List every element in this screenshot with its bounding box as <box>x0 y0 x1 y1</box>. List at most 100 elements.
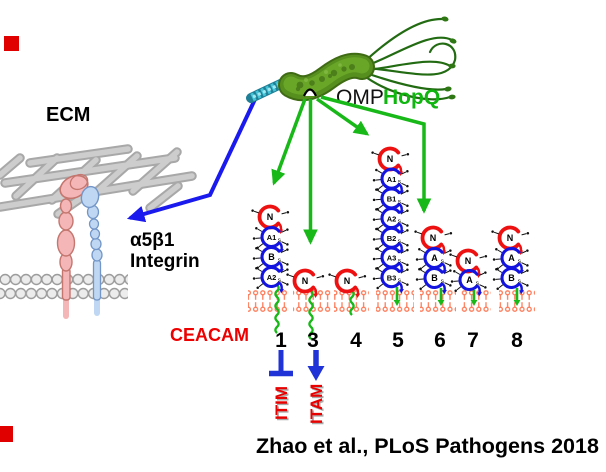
glycan-tick <box>257 268 263 272</box>
glycan-dot <box>286 268 289 271</box>
hopq-binding-arrows <box>271 95 432 245</box>
glycan-tick <box>378 224 384 229</box>
ceacam5-domain-B1-label: B1 <box>387 195 397 204</box>
glycan-dot <box>371 151 374 154</box>
glycan-dot <box>406 204 409 208</box>
ceacam3-domain-N-loop <box>292 268 316 294</box>
ceacam5-domain-A2-label: A2 <box>387 214 397 223</box>
ceacam4-transmembrane-tail <box>349 290 355 316</box>
ceacam6-domain-A-disulfide: s <box>441 258 445 265</box>
ceacam-1-receptor: NA1 sB sA2 s <box>251 204 290 334</box>
glycan-tick <box>281 249 287 253</box>
glycan-tick <box>377 170 383 174</box>
glycan-dot <box>406 268 409 272</box>
integrin-alpha5-subunit <box>56 173 89 319</box>
glycan-dot <box>372 198 376 202</box>
glycan-tick <box>456 286 462 291</box>
membrane-segment-3 <box>293 290 331 312</box>
ceacam7-domain-A-loop <box>458 269 479 291</box>
glycan-dot <box>406 229 409 232</box>
glycan-dot <box>406 243 409 247</box>
ceacam-number-5: 5 <box>392 329 404 352</box>
glycan-dot <box>496 287 499 291</box>
glycan-dot <box>406 184 409 188</box>
glycan-tick <box>378 283 384 288</box>
glycan-dot <box>449 231 453 235</box>
bacterium-texture <box>295 64 355 92</box>
ceacam1-domain-B-label: B <box>268 252 275 262</box>
glycan-tick <box>401 281 407 285</box>
ceacam-number-7: 7 <box>467 329 479 352</box>
membrane-segment-6 <box>420 290 456 312</box>
glycan-dot <box>449 269 452 272</box>
glycan-tick <box>378 244 384 249</box>
ceacam6-gpi-arrowhead <box>437 300 445 306</box>
ceacam8-domain-A-disulfide: s <box>518 258 522 265</box>
ceacam8-domain-B-loop <box>500 267 521 289</box>
ceacam8-domain-A-label: A <box>508 253 515 263</box>
glycan-dot <box>526 249 529 252</box>
glycan-tick <box>497 269 503 273</box>
ceacam7-domain-N-label: N <box>465 256 472 266</box>
integrin-beta1-subunit <box>80 185 103 316</box>
ceacam-8-receptor: NA sB s <box>491 225 530 306</box>
cell-membrane-segments <box>248 290 535 312</box>
glycan-dot <box>454 289 457 293</box>
integrin-label-line1: α5β1 <box>130 230 175 251</box>
ceacam5-domain-A3-hook-tip <box>399 269 404 274</box>
ceacam4-domain-N-hook-tip <box>355 293 361 298</box>
glycan-tick <box>444 262 450 266</box>
ceacam5-domain-B1-hook-tip <box>399 210 404 215</box>
membrane-segment-1 <box>248 290 289 312</box>
bacterium-to-integrin-arrow <box>126 94 259 223</box>
integrin-label-line2: Integrin <box>130 251 200 272</box>
ceacam-6-receptor: NA sB s <box>414 225 453 306</box>
ceacam8-domain-B-hook-tip <box>519 289 524 295</box>
itam-label-shadow: ITAM <box>309 385 328 425</box>
ceacam4-domain-N-label: N <box>344 276 351 286</box>
itam-activation-arrow-icon <box>307 350 325 381</box>
glycan-tick <box>258 243 264 248</box>
ceacam8-domain-A-hook-tip <box>519 269 524 275</box>
glycan-dot <box>418 268 421 271</box>
ceacam-4-receptor: N <box>328 268 367 316</box>
ceacam-number-3: 3 <box>307 329 319 352</box>
ceacam1-transmembrane-tail <box>274 284 280 334</box>
glycan-dot <box>252 257 256 260</box>
glycan-tick <box>378 263 384 268</box>
glycan-dot <box>372 238 376 241</box>
glycan-tick <box>378 204 384 209</box>
glycan-dot <box>419 287 422 291</box>
glycan-dot <box>286 228 289 231</box>
glycan-tick <box>377 229 383 233</box>
glycan-dot <box>255 267 258 270</box>
ceacam1-domain-B-disulfide: s <box>278 257 282 264</box>
ceacam1-domain-A1-disulfide: s <box>278 237 282 244</box>
ceacam7-domain-A-hook-tip <box>477 291 482 297</box>
ceacam5-domain-A1-label: A1 <box>387 175 397 184</box>
glycan-tick <box>451 254 457 258</box>
ceacam-number-8: 8 <box>511 329 523 352</box>
glycan-dot <box>286 263 289 266</box>
glycan-tick <box>521 270 527 274</box>
glycan-tick <box>377 209 383 214</box>
glycan-tick <box>421 264 427 269</box>
ceacam8-domain-N-label: N <box>507 233 514 243</box>
ceacam-number-6: 6 <box>434 329 446 352</box>
glycan-dot <box>256 286 259 290</box>
glycan-tick <box>316 276 322 279</box>
ceacam5-domain-A2-hook-tip <box>399 229 404 235</box>
ceacam5-domain-B3-label: B3 <box>387 273 397 282</box>
glycan-dot <box>526 264 529 267</box>
ceacam1-domain-B-loop <box>260 246 281 268</box>
glycan-tick <box>401 171 407 175</box>
glycan-dot <box>492 258 496 261</box>
glycan-dot <box>328 273 331 276</box>
glycan-tick <box>497 249 503 253</box>
ceacam5-domain-B2-hook-tip <box>399 249 404 255</box>
flagella <box>361 17 457 101</box>
glycan-dot <box>286 273 289 276</box>
glycan-dot <box>251 209 254 212</box>
glycan-tick <box>281 261 287 265</box>
